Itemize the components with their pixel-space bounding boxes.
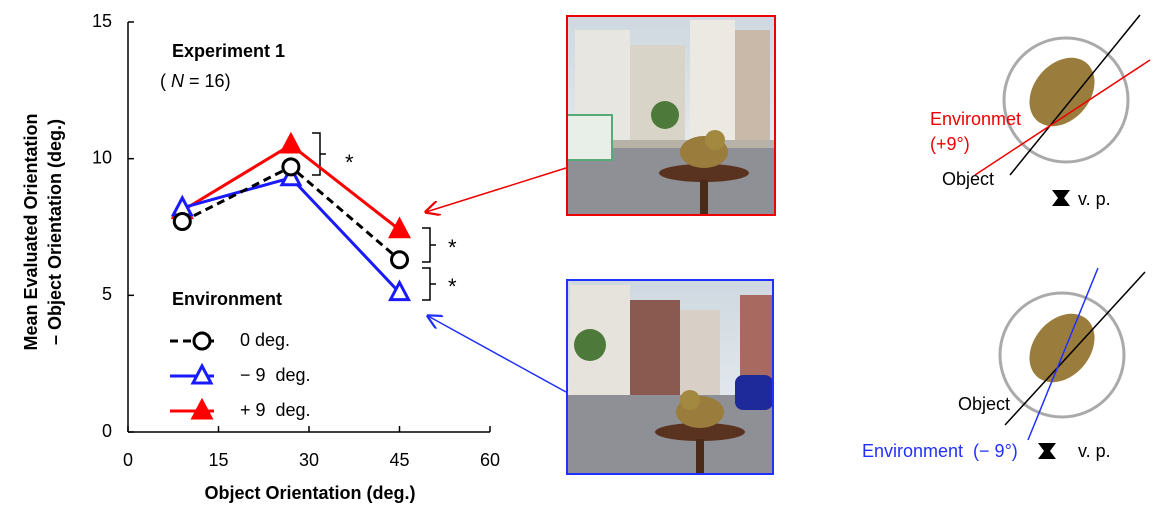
arrow: [428, 316, 567, 393]
series-line: [181, 176, 401, 294]
legend-label: 0 deg.: [240, 330, 290, 350]
y-label-line: – Object Orientation (deg.): [45, 119, 65, 345]
y-label-line: Mean Evaluated Orientation: [21, 113, 41, 350]
data-point: [388, 279, 411, 302]
data-point: [388, 216, 411, 239]
bracket: [312, 132, 326, 176]
y-tick-label: 5: [102, 284, 112, 304]
data-point: [390, 250, 409, 270]
diagram-label: Object: [958, 394, 1010, 414]
significance: *: [448, 274, 457, 299]
y-tick-label: 15: [92, 11, 112, 31]
x-tick-label: 0: [123, 450, 133, 470]
bracket: [422, 227, 436, 263]
data-point: [172, 212, 192, 232]
legend-marker: [190, 397, 214, 420]
subtitle-part: (: [160, 71, 166, 91]
significance: *: [345, 150, 354, 175]
bracket: [422, 267, 436, 301]
diagram-label: v. p.: [1078, 189, 1111, 209]
x-tick-label: 30: [299, 450, 319, 470]
diagram-label: Environment (− 9°): [862, 441, 1018, 461]
legend-marker: [190, 362, 214, 385]
x-tick-label: 45: [389, 450, 409, 470]
diagram-label: Environmet: [930, 109, 1021, 129]
data-point: [279, 131, 303, 154]
x-axis-label: Object Orientation (deg.): [204, 483, 415, 503]
x-tick-label: 15: [208, 450, 228, 470]
diagram-label: v. p.: [1078, 441, 1111, 461]
y-tick-label: 10: [92, 147, 112, 167]
legend-label: − 9 deg.: [240, 365, 311, 385]
diagram-label: (+9°): [930, 134, 970, 154]
photo-bottom: [566, 279, 774, 475]
diagram-bottom: [998, 267, 1146, 459]
arrow: [426, 167, 567, 212]
subtitle-part: = 16): [189, 71, 231, 91]
photo-top: [566, 15, 776, 216]
legend-title: Environment: [172, 289, 282, 309]
y-axis-label: Mean Evaluated Orientation – Object Orie…: [21, 113, 65, 350]
diagram-top: [974, 14, 1151, 206]
legend-marker: [192, 331, 212, 351]
data-point: [281, 157, 301, 177]
diagram-label: Object: [942, 169, 994, 189]
y-tick-label: 0: [102, 421, 112, 441]
chart-title: Experiment 1: [172, 41, 285, 61]
x-tick-label: 60: [480, 450, 500, 470]
significance: *: [448, 235, 457, 260]
chart-subtitle: ( N = 16): [160, 71, 231, 91]
legend-label: + 9 deg.: [240, 400, 311, 420]
subtitle-part: N: [171, 71, 185, 91]
